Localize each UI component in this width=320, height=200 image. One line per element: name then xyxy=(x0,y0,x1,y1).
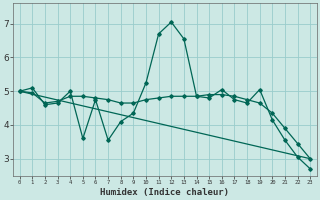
X-axis label: Humidex (Indice chaleur): Humidex (Indice chaleur) xyxy=(100,188,229,197)
